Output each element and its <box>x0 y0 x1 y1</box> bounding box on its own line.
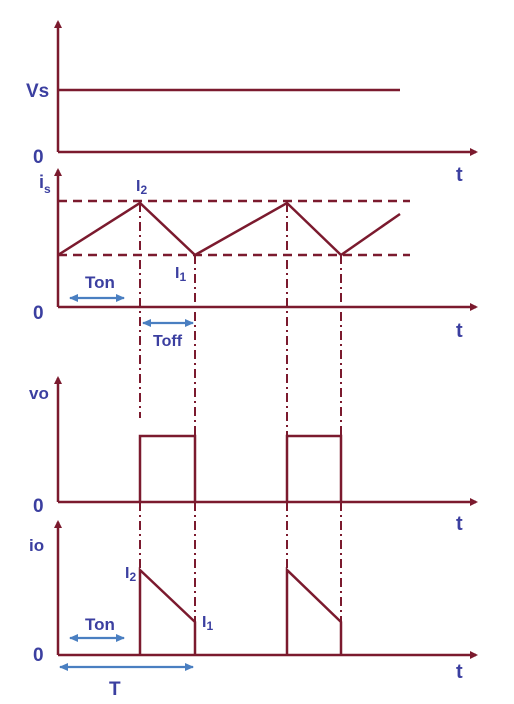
vo-pulse-1 <box>138 434 197 502</box>
t-label-2: t <box>456 320 463 342</box>
zero-label-1: 0 <box>33 147 44 168</box>
i1-label-top: I1 <box>175 265 186 284</box>
zero-label-4: 0 <box>33 645 44 666</box>
t-label-1: t <box>456 164 463 186</box>
i2-label-bottom: I2 <box>125 565 136 584</box>
io-pulse-1 <box>138 567 197 655</box>
io-label: io <box>29 536 44 555</box>
ton-label-top: Ton <box>85 273 115 292</box>
vo-pulse-2 <box>285 434 343 502</box>
toff-label: Toff <box>153 333 183 350</box>
i1-label-bottom: I1 <box>202 614 213 633</box>
t-label-4: t <box>456 661 463 683</box>
is-label: is <box>39 172 51 196</box>
vo-label: vo <box>29 384 49 403</box>
io-pulse-2 <box>285 567 343 655</box>
i2-label-top: I2 <box>136 178 147 197</box>
t-label-3: t <box>456 513 463 535</box>
zero-label-2: 0 <box>33 303 44 324</box>
ton-label-bottom: Ton <box>85 615 115 634</box>
zero-label-3: 0 <box>33 496 44 517</box>
is-sawtooth-waveform <box>57 201 401 257</box>
period-label: T <box>109 679 121 700</box>
vs-label: Vs <box>26 81 49 102</box>
